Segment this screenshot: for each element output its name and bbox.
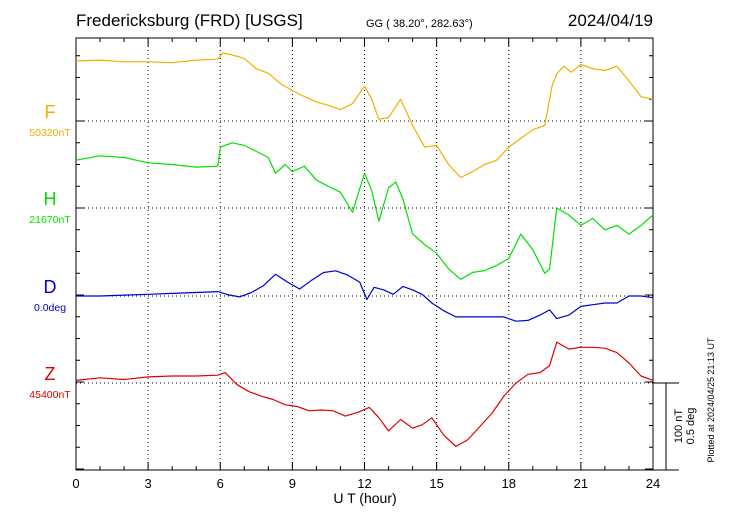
plotted-timestamp: Plotted at 2024/04/25 21:13 UT: [706, 337, 716, 463]
station-title: Fredericksburg (FRD) [USGS]: [76, 11, 303, 30]
x-tick-label: 12: [357, 476, 371, 491]
x-axis-label: U T (hour): [333, 490, 396, 506]
component-name-Z: Z: [45, 364, 56, 384]
component-name-D: D: [44, 277, 57, 297]
date-label: 2024/04/19: [568, 11, 653, 30]
x-tick-labels: 0 3 6 9 12 15 18 21 24: [72, 476, 660, 491]
x-tick-label: 6: [217, 476, 224, 491]
component-labels: F 50320nT H 21670nT D 0.0deg Z 45400nT: [29, 102, 71, 401]
x-tick-label: 21: [574, 476, 588, 491]
component-name-F: F: [45, 102, 56, 122]
x-tick-label: 24: [646, 476, 660, 491]
x-tick-label: 15: [429, 476, 443, 491]
scale-bar-deg-label: 0.5 deg: [685, 408, 697, 445]
scale-bar: 100 nT 0.5 deg: [653, 382, 697, 471]
component-traces: [75, 52, 654, 448]
trace-F: [75, 52, 654, 179]
trace-D: [76, 270, 654, 322]
x-tick-label: 0: [72, 476, 79, 491]
grid-lines: [76, 38, 653, 470]
baseline-label-H: 21670nT: [29, 214, 71, 226]
x-tick-label: 9: [289, 476, 296, 491]
baseline-label-Z: 45400nT: [29, 389, 71, 401]
baseline-label-F: 50320nT: [29, 127, 71, 139]
coordinates-label: GG ( 38.20°, 282.63°): [366, 18, 473, 30]
trace-Z: [75, 341, 654, 448]
baseline-label-D: 0.0deg: [34, 302, 66, 314]
scale-bar-nt-label: 100 nT: [673, 409, 685, 444]
component-name-H: H: [44, 189, 57, 209]
axis-ticks: [75, 38, 654, 470]
trace-H: [75, 142, 654, 280]
x-tick-label: 3: [145, 476, 152, 491]
x-tick-label: 18: [502, 476, 516, 491]
